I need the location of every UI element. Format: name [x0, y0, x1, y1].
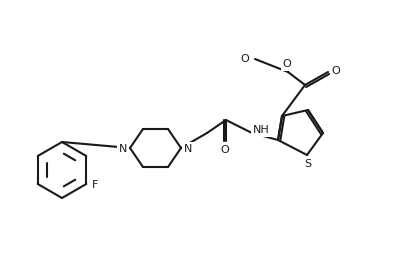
Text: NH: NH [253, 125, 269, 135]
Text: N: N [184, 144, 192, 154]
Text: O: O [221, 145, 229, 155]
Text: N: N [119, 144, 127, 154]
Text: O: O [241, 54, 249, 64]
Text: F: F [92, 180, 98, 190]
Text: S: S [304, 159, 312, 169]
Text: O: O [283, 59, 291, 69]
Text: O: O [332, 66, 340, 76]
